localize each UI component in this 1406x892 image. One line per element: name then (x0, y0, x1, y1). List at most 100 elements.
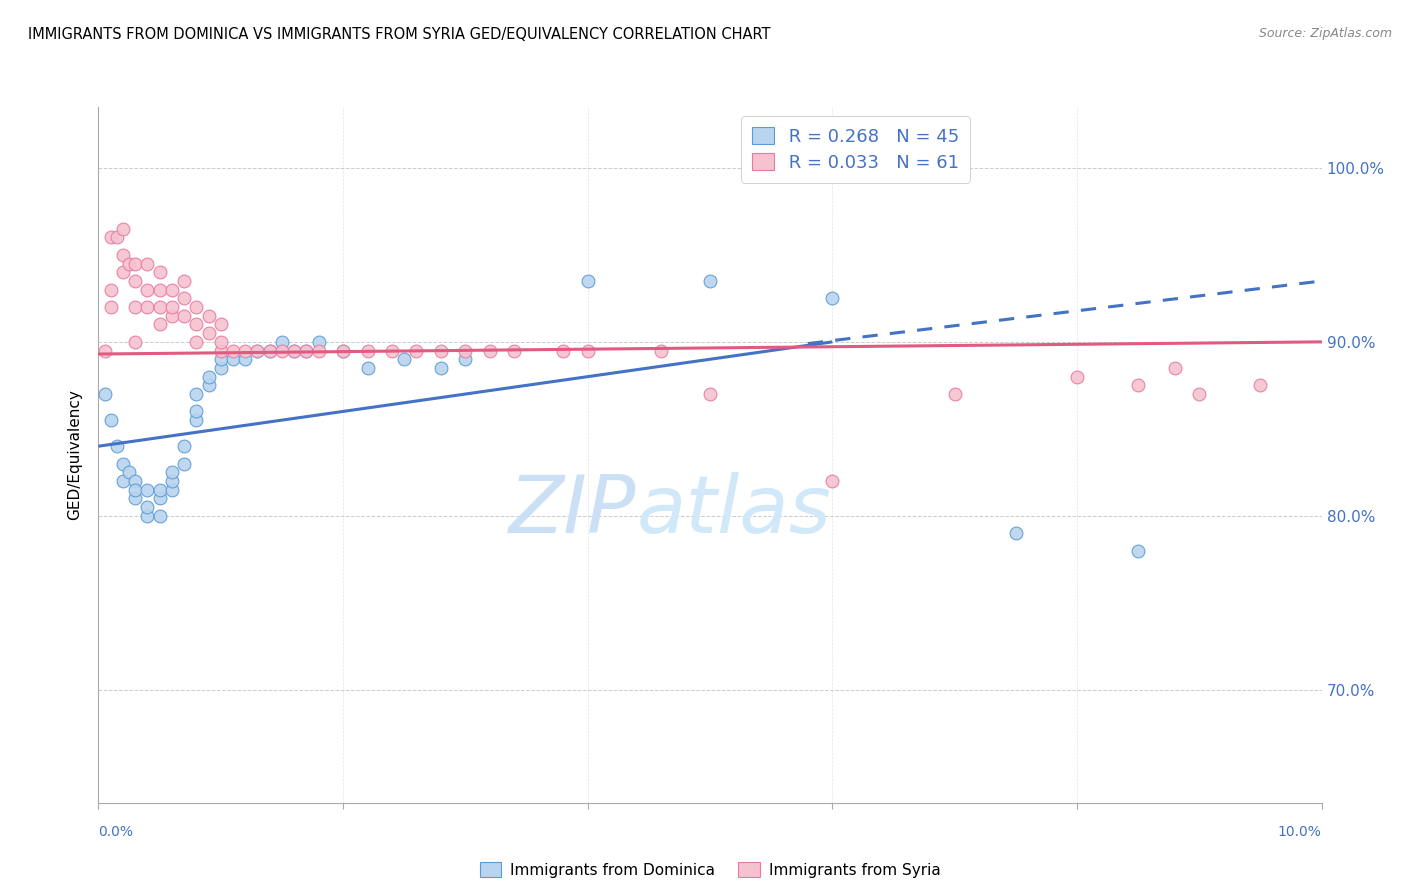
Point (650, 343, 672, 358)
Point (136, 257, 159, 271)
Point (160, 300, 183, 314)
Point (259, 343, 281, 358)
Point (1128, 378, 1150, 392)
Point (136, 483, 159, 497)
Point (454, 352, 477, 367)
Point (308, 343, 330, 358)
Point (197, 309, 219, 323)
Point (173, 457, 195, 471)
Point (186, 334, 208, 349)
Point (821, 474, 844, 488)
Point (124, 334, 146, 349)
Point (186, 413, 208, 427)
Point (160, 283, 183, 297)
Point (160, 309, 183, 323)
Point (105, 230, 128, 244)
Point (270, 343, 292, 358)
Point (209, 360, 232, 375)
Point (124, 474, 146, 488)
Point (576, 343, 599, 358)
Point (283, 343, 305, 358)
Point (111, 222, 134, 236)
Point (186, 318, 208, 332)
Point (100, 300, 122, 314)
Point (503, 343, 526, 358)
Point (1066, 369, 1088, 384)
Point (149, 318, 172, 332)
Point (699, 387, 721, 401)
Point (173, 274, 195, 288)
Point (160, 474, 183, 488)
Point (186, 404, 208, 418)
Point (454, 343, 477, 358)
Point (149, 300, 172, 314)
Point (149, 491, 172, 506)
Point (209, 318, 232, 332)
Legend: Immigrants from Dominica, Immigrants from Syria: Immigrants from Dominica, Immigrants fro… (472, 855, 948, 886)
Point (118, 466, 141, 480)
Point (308, 334, 330, 349)
Point (173, 439, 195, 453)
Point (332, 343, 354, 358)
Point (356, 360, 378, 375)
Point (553, 343, 575, 358)
Point (295, 343, 318, 358)
Point (246, 343, 269, 358)
Point (173, 291, 195, 305)
Point (270, 334, 292, 349)
Y-axis label: GED/Equivalency: GED/Equivalency (67, 390, 83, 520)
Point (186, 300, 208, 314)
Point (124, 491, 146, 506)
Point (197, 378, 219, 392)
Point (392, 352, 416, 367)
Text: 0.0%: 0.0% (98, 825, 134, 839)
Point (105, 439, 128, 453)
Point (699, 274, 721, 288)
Point (136, 508, 159, 523)
Point (149, 265, 172, 279)
Point (478, 343, 501, 358)
Point (149, 508, 172, 523)
Point (149, 283, 172, 297)
Point (1249, 378, 1271, 392)
Point (100, 230, 122, 244)
Point (430, 343, 453, 358)
Point (111, 265, 134, 279)
Text: Source: ZipAtlas.com: Source: ZipAtlas.com (1258, 27, 1392, 40)
Point (136, 500, 159, 514)
Point (197, 326, 219, 340)
Text: IMMIGRANTS FROM DOMINICA VS IMMIGRANTS FROM SYRIA GED/EQUIVALENCY CORRELATION CH: IMMIGRANTS FROM DOMINICA VS IMMIGRANTS F… (28, 27, 770, 42)
Point (197, 369, 219, 384)
Text: ZIP: ZIP (509, 472, 637, 549)
Point (124, 483, 146, 497)
Point (295, 343, 318, 358)
Point (222, 352, 245, 367)
Point (222, 343, 245, 358)
Text: atlas: atlas (637, 472, 831, 549)
Point (283, 343, 305, 358)
Point (111, 457, 134, 471)
Point (246, 343, 269, 358)
Point (821, 291, 844, 305)
Point (332, 343, 354, 358)
Point (405, 343, 427, 358)
Point (209, 352, 232, 367)
Point (111, 248, 134, 262)
Point (1004, 526, 1026, 541)
Point (430, 360, 453, 375)
Point (233, 352, 256, 367)
Point (1128, 543, 1150, 558)
Point (160, 483, 183, 497)
Point (149, 483, 172, 497)
Point (259, 343, 281, 358)
Point (136, 300, 159, 314)
Point (1164, 360, 1187, 375)
Point (136, 283, 159, 297)
Point (186, 387, 208, 401)
Text: 10.0%: 10.0% (1278, 825, 1322, 839)
Point (209, 334, 232, 349)
Point (173, 309, 195, 323)
Point (1188, 387, 1211, 401)
Point (124, 274, 146, 288)
Point (93, 387, 115, 401)
